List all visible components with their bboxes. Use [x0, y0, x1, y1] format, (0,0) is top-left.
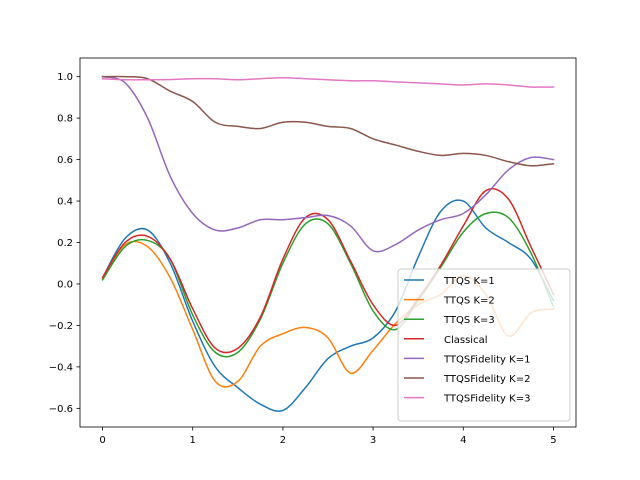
legend: TTQS K=1 TTQS K=2 TTQS K=3 Classical TTQSFid…	[397, 268, 571, 422]
legend-label-ttqsfidelity-k-2: TTQSFidelity K=2	[443, 374, 530, 385]
legend-label-ttqs-k-1: TTQS K=1	[443, 276, 495, 287]
legend-label-ttqs-k-2: TTQS K=2	[443, 296, 495, 307]
x-tick-label: 1	[190, 435, 196, 446]
x-tick-label: 0	[99, 435, 105, 446]
x-axis: 0 1 2 3 4 5	[99, 427, 557, 446]
series-line-ttqsfidelity-k-3	[101, 76, 555, 88]
legend-label-classical: Classical	[444, 335, 488, 346]
y-tick-label: −0.4	[49, 362, 73, 373]
series-line-ttqs-k-1	[101, 199, 555, 412]
series-line-ttqsfidelity-k-1	[101, 75, 555, 253]
legend-box	[397, 268, 571, 422]
y-tick-label: 0.0	[57, 279, 73, 290]
y-tick-label: 1.0	[57, 72, 73, 83]
series-line-ttqsfidelity-k-2	[101, 75, 555, 167]
legend-label-ttqsfidelity-k-1: TTQSFidelity K=1	[443, 354, 530, 365]
y-tick-label: 0.6	[57, 155, 73, 166]
legend-label-ttqs-k-3: TTQS K=3	[443, 315, 495, 326]
y-tick-label: −0.6	[49, 404, 73, 415]
x-tick-label: 2	[280, 435, 286, 446]
legend-label-ttqsfidelity-k-3: TTQSFidelity K=3	[443, 394, 530, 405]
x-tick-label: 3	[370, 435, 376, 446]
y-tick-label: 0.2	[57, 238, 73, 249]
x-tick-label: 5	[550, 435, 556, 446]
y-tick-label: 0.4	[57, 197, 73, 208]
series-layer	[101, 75, 555, 412]
y-axis: −0.6 −0.4 −0.2 0.0 0.2 0.4 0.6 0.8 1.0	[49, 72, 80, 415]
y-tick-label: 0.8	[57, 114, 73, 125]
x-tick-label: 4	[460, 435, 466, 446]
series-line-classical	[101, 188, 555, 354]
y-tick-label: −0.2	[49, 321, 73, 332]
